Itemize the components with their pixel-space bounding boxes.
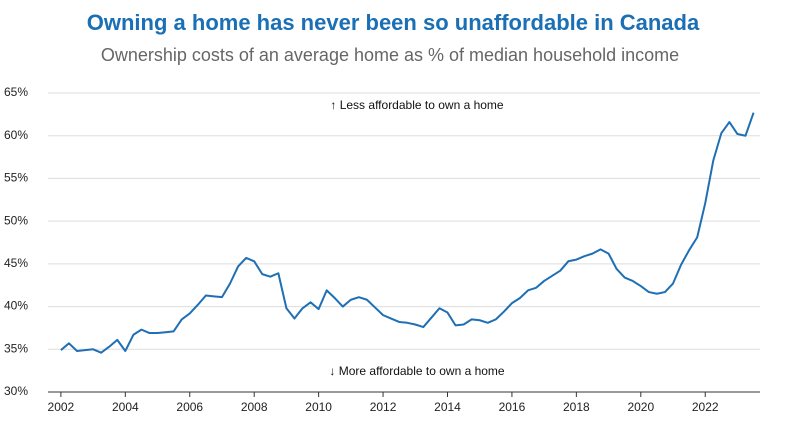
y-tick-label: 65% [4, 85, 28, 99]
x-tick-label: 2004 [112, 400, 139, 414]
annotation: ↓ More affordable to own a home [329, 364, 505, 378]
y-tick-label: 50% [4, 213, 28, 227]
x-tick-label: 2022 [692, 400, 719, 414]
y-tick-label: 40% [4, 299, 28, 313]
x-tick-label: 2002 [48, 400, 75, 414]
data-line [60, 112, 755, 354]
x-tick-label: 2008 [241, 400, 268, 414]
chart-title: Owning a home has never been so unafford… [87, 10, 700, 35]
x-tick-label: 2018 [563, 400, 590, 414]
chart-subtitle: Ownership costs of an average home as % … [101, 45, 679, 65]
y-tick-label: 45% [4, 256, 28, 270]
y-tick-label: 30% [4, 384, 28, 398]
x-tick-label: 2006 [176, 400, 203, 414]
x-tick-label: 2016 [499, 400, 526, 414]
y-tick-label: 60% [4, 128, 28, 142]
x-tick-label: 2014 [434, 400, 461, 414]
y-tick-label: 35% [4, 341, 28, 355]
x-tick-label: 2010 [305, 400, 332, 414]
x-tick-label: 2012 [370, 400, 397, 414]
x-tick-label: 2020 [627, 400, 654, 414]
y-tick-label: 55% [4, 171, 28, 185]
annotation: ↑ Less affordable to own a home [330, 98, 504, 112]
